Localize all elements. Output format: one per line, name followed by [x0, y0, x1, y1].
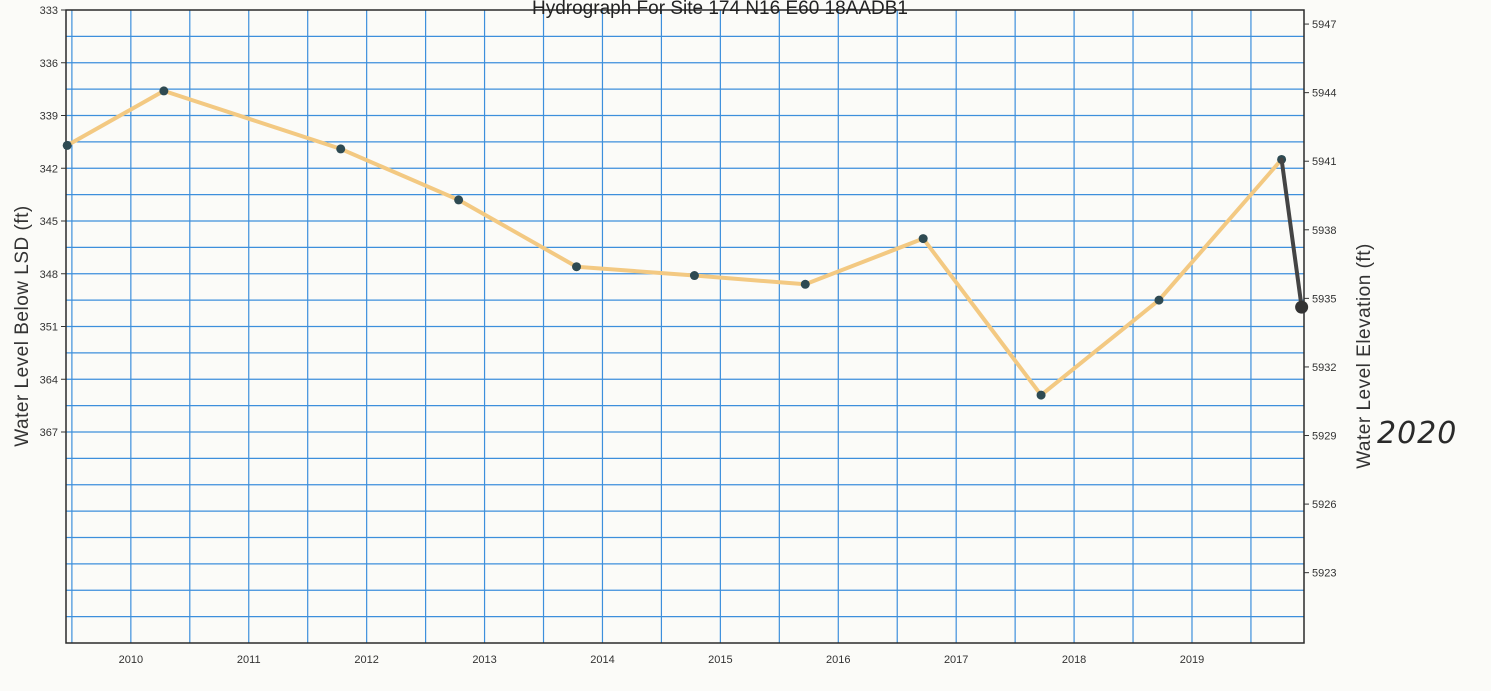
y2-tick-label: 5941	[1312, 156, 1336, 168]
y2-tick-label: 5947	[1312, 19, 1336, 31]
y2-tick-label: 5944	[1312, 88, 1336, 100]
x-tick-label: 2019	[1180, 654, 1204, 666]
x-tick-label: 2015	[708, 654, 732, 666]
y2-axis-title: Water Level Elevation (ft)	[1354, 243, 1375, 469]
annotation-2020-label: 2020	[1377, 416, 1457, 451]
data-point	[689, 271, 699, 281]
data-point	[800, 279, 810, 289]
data-point	[454, 195, 464, 205]
y-tick-label: 367	[40, 427, 58, 439]
chart-title: Hydrograph For Site 174 N16 E60 18AADB1	[532, 0, 908, 19]
y2-tick-label: 5929	[1312, 431, 1336, 443]
y-tick-label: 348	[40, 269, 58, 281]
data-point	[62, 140, 72, 150]
y-tick-label: 351	[40, 322, 58, 334]
x-tick-label: 2018	[1062, 654, 1086, 666]
data-point	[1154, 295, 1164, 305]
x-tick-label: 2011	[237, 654, 261, 666]
annotation-point	[1295, 300, 1309, 314]
y-tick-label: 336	[40, 58, 58, 70]
y-tick-label: 342	[40, 163, 58, 175]
y-tick-label: 333	[40, 5, 58, 17]
data-point	[159, 86, 169, 96]
data-point	[336, 144, 346, 154]
x-tick-label: 2012	[354, 654, 378, 666]
x-tick-label: 2014	[590, 654, 614, 666]
annotation-line	[1279, 157, 1304, 310]
y2-tick-label: 5923	[1312, 568, 1336, 580]
y-axis-title: Water Level Below LSD (ft)	[12, 205, 33, 446]
y-tick-label: 339	[40, 111, 58, 123]
x-tick-label: 2017	[944, 654, 968, 666]
data-point	[572, 262, 582, 272]
y2-tick-label: 5938	[1312, 225, 1336, 237]
x-tick-label: 2016	[826, 654, 850, 666]
y-tick-label: 345	[40, 216, 58, 228]
data-point	[1036, 390, 1046, 400]
y-tick-label: 364	[40, 374, 58, 386]
data-point	[918, 234, 928, 244]
y2-tick-label: 5932	[1312, 362, 1336, 374]
y2-tick-label: 5926	[1312, 499, 1336, 511]
x-tick-label: 2013	[472, 654, 496, 666]
y2-tick-label: 5935	[1312, 293, 1336, 305]
x-tick-label: 2010	[119, 654, 143, 666]
